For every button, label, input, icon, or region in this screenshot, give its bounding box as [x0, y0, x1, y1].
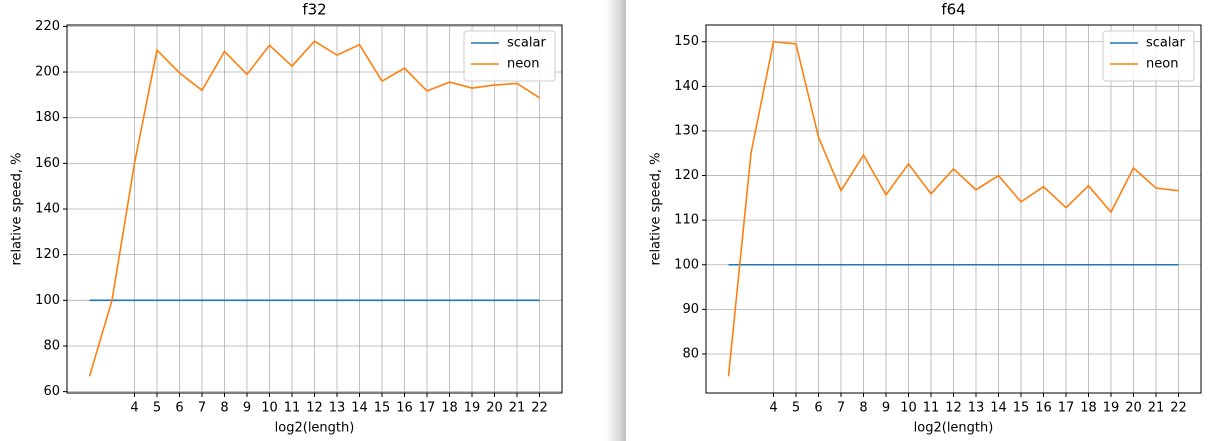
x-tick-label: 12	[306, 401, 323, 416]
x-tick-label: 11	[284, 401, 301, 416]
chart: f64 4 5 6 7 8 9 10 11 12 13 14 15 16 17 18 19 20 21 22 80 90 1…	[649, 1, 1202, 436]
y-tick-label: 120	[674, 168, 699, 183]
x-tick-label: 4	[130, 401, 138, 416]
y-tick-label: 140	[35, 202, 60, 217]
x-tick-label: 20	[486, 401, 503, 416]
x-tick-label: 12	[945, 401, 962, 416]
y-tick-label: 90	[682, 302, 699, 317]
y-tick-label: 60	[43, 384, 60, 399]
x-tick-label: 4	[769, 401, 777, 416]
x-tick-label: 11	[923, 401, 940, 416]
chart-title: f32	[302, 1, 326, 19]
y-tick-label: 180	[35, 110, 60, 125]
x-tick-label: 5	[792, 401, 800, 416]
x-tick-label: 6	[814, 401, 822, 416]
x-tick-label: 13	[329, 401, 346, 416]
y-axis-label: relative speed, %	[649, 152, 664, 265]
x-tick-label: 17	[419, 401, 436, 416]
x-tick-label: 16	[1035, 401, 1052, 416]
y-tick-label: 80	[682, 346, 699, 361]
x-tick-label: 21	[509, 401, 526, 416]
x-tick-label: 10	[261, 401, 278, 416]
x-tick-label: 20	[1125, 401, 1142, 416]
x-tick-label: 17	[1058, 401, 1075, 416]
legend-label: scalar	[507, 36, 546, 51]
y-axis-label: relative speed, %	[10, 152, 25, 265]
x-tick-label: 10	[900, 401, 917, 416]
x-tick-label: 14	[351, 401, 368, 416]
x-tick-label: 15	[374, 401, 391, 416]
x-tick-label: 6	[175, 401, 183, 416]
y-tick-label: 220	[35, 19, 60, 34]
data-line	[727, 40, 1179, 377]
y-tick-label: 100	[674, 257, 699, 272]
x-tick-label: 15	[1013, 401, 1030, 416]
x-tick-label: 18	[441, 401, 458, 416]
x-tick-label: 22	[531, 401, 548, 416]
y-tick-label: 160	[35, 156, 60, 171]
x-tick-label: 7	[837, 401, 845, 416]
x-tick-label: 8	[220, 401, 228, 416]
plot-frame	[66, 24, 563, 394]
x-tick-label: 13	[968, 401, 985, 416]
y-tick-label: 140	[674, 79, 699, 94]
y-tick-label: 80	[43, 338, 60, 353]
plot-frame	[705, 24, 1202, 394]
x-tick-label: 18	[1080, 401, 1097, 416]
x-tick-label: 5	[153, 401, 161, 416]
x-tick-label: 16	[396, 401, 413, 416]
x-tick-label: 14	[990, 401, 1007, 416]
chart: f32 4 5 6 7 8 9 10 11 12 13 14 15 16 17 18 19 20 21 22 60 80 1…	[10, 1, 563, 436]
y-tick-label: 110	[674, 213, 699, 228]
y-tick-label: 130	[674, 123, 699, 138]
x-tick-label: 8	[859, 401, 867, 416]
x-tick-label: 7	[198, 401, 206, 416]
data-line	[88, 40, 540, 377]
x-tick-label: 9	[243, 401, 251, 416]
x-tick-label: 21	[1148, 401, 1165, 416]
y-tick-label: 150	[674, 34, 699, 49]
legend-label: scalar	[1146, 36, 1185, 51]
x-axis-label: log2(length)	[914, 421, 994, 436]
x-tick-label: 9	[882, 401, 890, 416]
x-tick-label: 19	[1103, 401, 1120, 416]
x-tick-label: 22	[1170, 401, 1187, 416]
legend-label: neon	[507, 57, 539, 72]
x-axis-label: log2(length)	[275, 421, 355, 436]
x-tick-label: 19	[464, 401, 481, 416]
legend-label: neon	[1146, 57, 1178, 72]
window-divider	[606, 0, 626, 441]
y-tick-label: 120	[35, 247, 60, 262]
y-tick-label: 200	[35, 65, 60, 80]
y-tick-label: 100	[35, 293, 60, 308]
chart-title: f64	[941, 1, 965, 19]
